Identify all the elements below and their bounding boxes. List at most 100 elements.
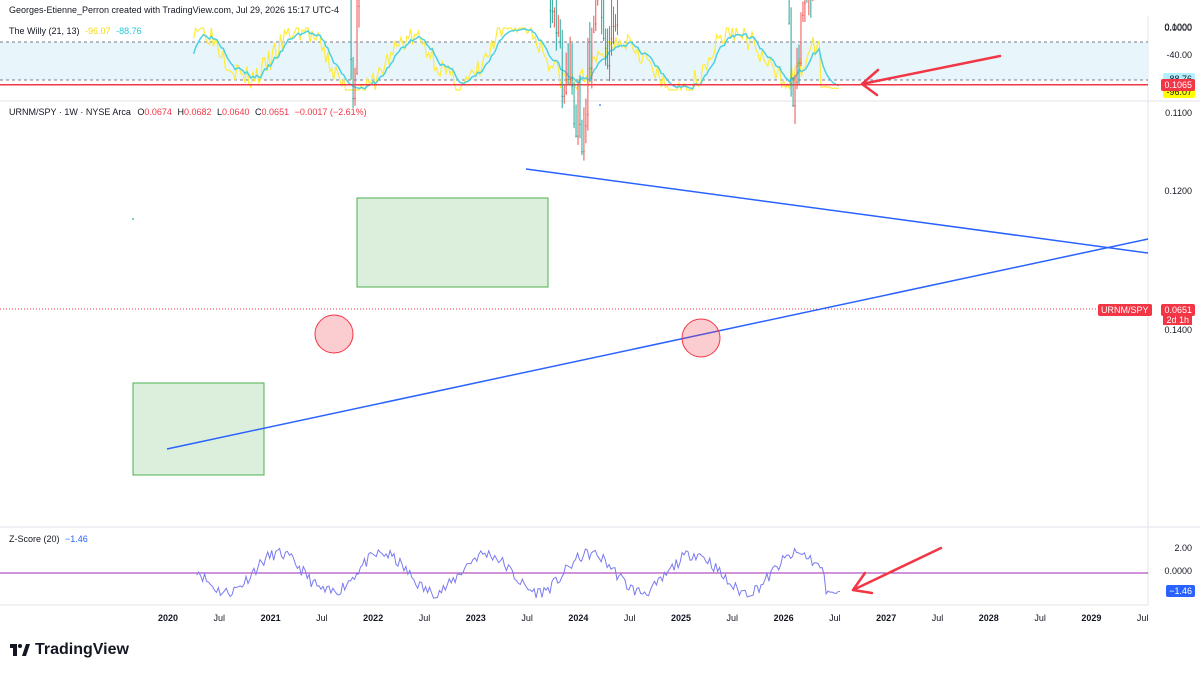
- time-axis-label: 2025: [670, 613, 692, 623]
- candle-body: [553, 11, 556, 13]
- box-2020[interactable]: [132, 382, 265, 476]
- zscore-legend[interactable]: Z-Score (20) −1.46: [9, 534, 88, 544]
- candle-body: [575, 135, 577, 137]
- tradingview-logo[interactable]: TradingView: [9, 641, 129, 659]
- falling-trendline[interactable]: [525, 168, 1149, 254]
- candle-body: [571, 85, 573, 87]
- zscore-line: [196, 547, 841, 599]
- willy-legend[interactable]: The Willy (21, 13) -96.07 -88.76: [9, 26, 142, 36]
- price-scale-label: 0.1100: [1165, 107, 1192, 118]
- candle-body: [610, 38, 613, 40]
- candle-body: [569, 78, 571, 80]
- candle-body: [591, 67, 593, 69]
- willy-slow-line: [192, 28, 840, 90]
- time-axis-label: 2022: [363, 613, 384, 623]
- low-label: L: [216, 107, 222, 117]
- candle-body: [608, 65, 611, 67]
- time-axis-label: Jul: [623, 613, 636, 623]
- rising-trendline[interactable]: [166, 238, 1149, 450]
- time-axis-label: Jul: [1136, 613, 1149, 623]
- main-legend[interactable]: URNM/SPY · 1W · NYSE Arca O0.0674 H0.068…: [9, 107, 367, 117]
- candle-body: [792, 105, 794, 107]
- zscore-polyline: [196, 547, 841, 599]
- consolidation-boxes[interactable]: [132, 197, 549, 476]
- candle-body: [614, 25, 617, 27]
- candle-body: [354, 98, 356, 100]
- level-price-tag: 0.1065: [1161, 78, 1195, 91]
- candle-body: [602, 37, 605, 39]
- time-axis-label: Jul: [418, 613, 431, 623]
- candle-body: [557, 32, 560, 34]
- candle-body: [559, 41, 562, 43]
- time-axis-label: Jul: [726, 613, 739, 623]
- candle-body: [612, 25, 615, 27]
- candle-body: [794, 105, 796, 107]
- candle-body: [790, 83, 792, 85]
- brand-name: TradingView: [35, 641, 129, 658]
- arrow-willy[interactable]: [860, 54, 1002, 97]
- candle-body: [581, 151, 583, 153]
- trend-lines[interactable]: [166, 168, 1149, 450]
- time-axis-label: 2029: [1081, 613, 1102, 623]
- price-scale-label: 0.1200: [1164, 186, 1192, 197]
- candle-body: [802, 14, 804, 16]
- candle-body: [600, 17, 603, 19]
- time-axis-label: 2020: [157, 613, 179, 623]
- candle-body: [563, 95, 565, 97]
- support-circle-2021[interactable]: [314, 314, 354, 354]
- price-scale-label: 0.1400: [1164, 325, 1192, 336]
- time-axis-label: Jul: [1034, 613, 1046, 623]
- candle-body: [358, 5, 360, 7]
- willy-scale-label: 0.0000: [1164, 23, 1192, 33]
- time-axis-label: 2026: [773, 613, 794, 623]
- ohlc-open: O0.0674: [137, 107, 172, 117]
- candle-body: [551, 11, 554, 13]
- candle-body: [804, 2, 806, 4]
- close-label: C: [255, 107, 262, 117]
- time-axis-label: Jul: [829, 613, 841, 623]
- candle-body: [592, 31, 595, 33]
- time-axis-label: 2028: [978, 613, 999, 623]
- open-value: 0.0674: [144, 107, 172, 117]
- candle-body: [606, 65, 609, 67]
- box-2022[interactable]: [356, 197, 549, 288]
- willy-title: The Willy (21, 13): [9, 26, 80, 36]
- willy-value-yellow: -96.07: [85, 26, 111, 36]
- candle-body: [604, 47, 607, 49]
- zscore-title: Z-Score (20): [9, 534, 60, 544]
- high-value: 0.0682: [183, 107, 212, 117]
- time-axis-label: Jul: [213, 613, 226, 623]
- candle-body: [800, 62, 802, 64]
- chart-credit: Georges-Etienne_Perron created with Trad…: [9, 5, 340, 15]
- symbol-title: URNM/SPY · 1W · NYSE Arca: [9, 107, 131, 117]
- high-label: H: [177, 107, 184, 117]
- ohlc-low: L0.0640: [217, 107, 250, 117]
- candle-body: [587, 114, 589, 116]
- willy-band: [0, 42, 1148, 80]
- candle-body: [616, 24, 619, 26]
- symbol-tag: URNM/SPY: [1098, 304, 1152, 316]
- tradingview-logo-icon: [10, 644, 30, 656]
- zscore-scale-label: 2.00: [1174, 543, 1192, 553]
- zscore-tag: −1.46: [1166, 585, 1195, 597]
- annotation-arrows[interactable]: [851, 54, 1002, 595]
- marker-dot: [599, 104, 601, 106]
- candle-body: [788, 23, 790, 25]
- candle-body: [561, 95, 564, 97]
- arrow-zscore[interactable]: [851, 546, 943, 595]
- time-axis-label: Jul: [521, 613, 533, 623]
- last-price-tag: 0.0651: [1161, 304, 1195, 316]
- candlesticks: [350, 0, 814, 161]
- time-axis-label: Jul: [931, 613, 944, 623]
- time-axis-label: 2024: [568, 613, 589, 623]
- willy-lines: [192, 26, 840, 93]
- low-value: 0.0640: [222, 107, 250, 117]
- candle-body: [577, 135, 579, 137]
- marker-dot: [132, 218, 134, 220]
- open-label: O: [137, 107, 145, 117]
- candle-body: [567, 78, 569, 80]
- candle-body: [555, 32, 558, 34]
- support-circle-2025[interactable]: [681, 318, 721, 358]
- ohlc-high: H0.0682: [177, 107, 211, 117]
